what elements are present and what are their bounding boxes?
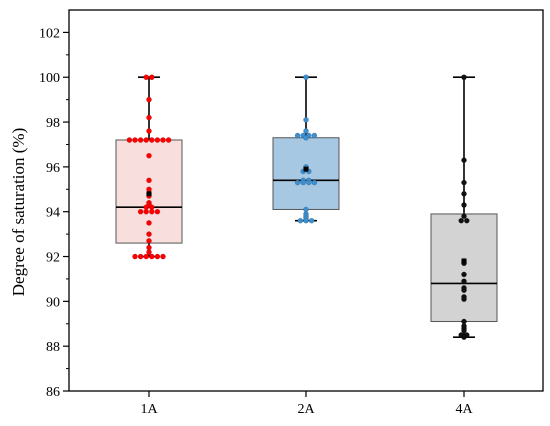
x-axis-ticks: 1A 2A 4A <box>140 391 473 417</box>
data-point <box>303 134 309 141</box>
plot-area <box>68 9 544 392</box>
data-point <box>146 249 152 255</box>
data-point <box>165 137 172 143</box>
data-point <box>461 287 467 293</box>
data-point <box>461 278 467 284</box>
data-point <box>461 334 467 341</box>
y-tick-label: 96 <box>46 161 60 176</box>
y-axis-ticks: 86 88 90 92 94 96 98 100 102 <box>39 26 69 400</box>
data-point <box>308 217 315 224</box>
data-point <box>461 271 467 278</box>
data-point <box>137 137 144 143</box>
data-point <box>294 132 301 139</box>
data-point <box>132 137 138 143</box>
data-point <box>461 296 467 302</box>
data-point <box>146 128 152 134</box>
box-series-2A <box>272 74 340 224</box>
x-tick-label: 2A <box>297 402 315 417</box>
data-point <box>311 179 318 186</box>
data-point <box>160 253 166 260</box>
y-axis-label: Degree of saturation (%) <box>9 128 28 297</box>
data-point <box>143 137 149 143</box>
data-point <box>458 217 465 224</box>
data-point <box>461 327 467 334</box>
data-point <box>303 74 309 81</box>
data-point <box>300 179 307 186</box>
x-tick-label: 1A <box>140 402 158 417</box>
y-tick-label: 98 <box>46 116 60 131</box>
y-tick-label: 94 <box>46 206 60 221</box>
data-point <box>148 74 155 81</box>
data-point <box>303 128 309 134</box>
iqr-box <box>430 213 498 323</box>
data-point <box>461 202 467 208</box>
x-tick-label: 4A <box>455 402 473 417</box>
data-point <box>461 179 467 186</box>
data-point <box>137 253 144 260</box>
data-point <box>146 152 152 159</box>
data-point <box>154 137 161 143</box>
data-point <box>146 220 152 226</box>
data-point <box>137 208 144 215</box>
data-point <box>303 217 309 224</box>
data-point <box>132 253 138 260</box>
data-point <box>303 117 309 123</box>
data-point <box>148 253 155 260</box>
data-point <box>148 208 155 215</box>
mean-marker <box>146 191 152 197</box>
data-point <box>154 253 161 260</box>
data-point <box>154 208 161 215</box>
data-point <box>146 238 152 244</box>
data-point <box>146 177 152 184</box>
data-point <box>146 114 152 121</box>
y-tick-label: 102 <box>39 26 60 41</box>
data-point <box>160 137 166 143</box>
data-point <box>297 217 304 224</box>
mean-marker <box>461 258 467 264</box>
data-point <box>146 231 152 237</box>
data-point <box>463 217 470 224</box>
y-tick-label: 86 <box>46 385 60 400</box>
y-tick-label: 90 <box>46 295 60 310</box>
data-point <box>461 190 467 197</box>
data-point <box>461 157 467 163</box>
data-point <box>148 137 155 143</box>
data-point <box>461 74 467 81</box>
data-point <box>143 74 149 81</box>
box-series-1A <box>115 74 183 260</box>
data-point <box>461 213 467 219</box>
box-series-4A <box>430 74 498 341</box>
data-point <box>126 137 133 143</box>
iqr-box <box>272 137 340 210</box>
data-point <box>143 253 149 260</box>
y-tick-label: 88 <box>46 340 60 355</box>
y-tick-label: 100 <box>39 71 60 86</box>
data-point <box>146 96 152 103</box>
y-tick-label: 92 <box>46 251 60 266</box>
data-point <box>305 179 312 186</box>
mean-marker <box>303 166 309 172</box>
data-point <box>294 179 301 186</box>
axes: 86 88 90 92 94 96 98 100 102 1A 2A 4A <box>39 26 473 417</box>
data-point <box>143 208 149 215</box>
data-point <box>311 132 318 139</box>
